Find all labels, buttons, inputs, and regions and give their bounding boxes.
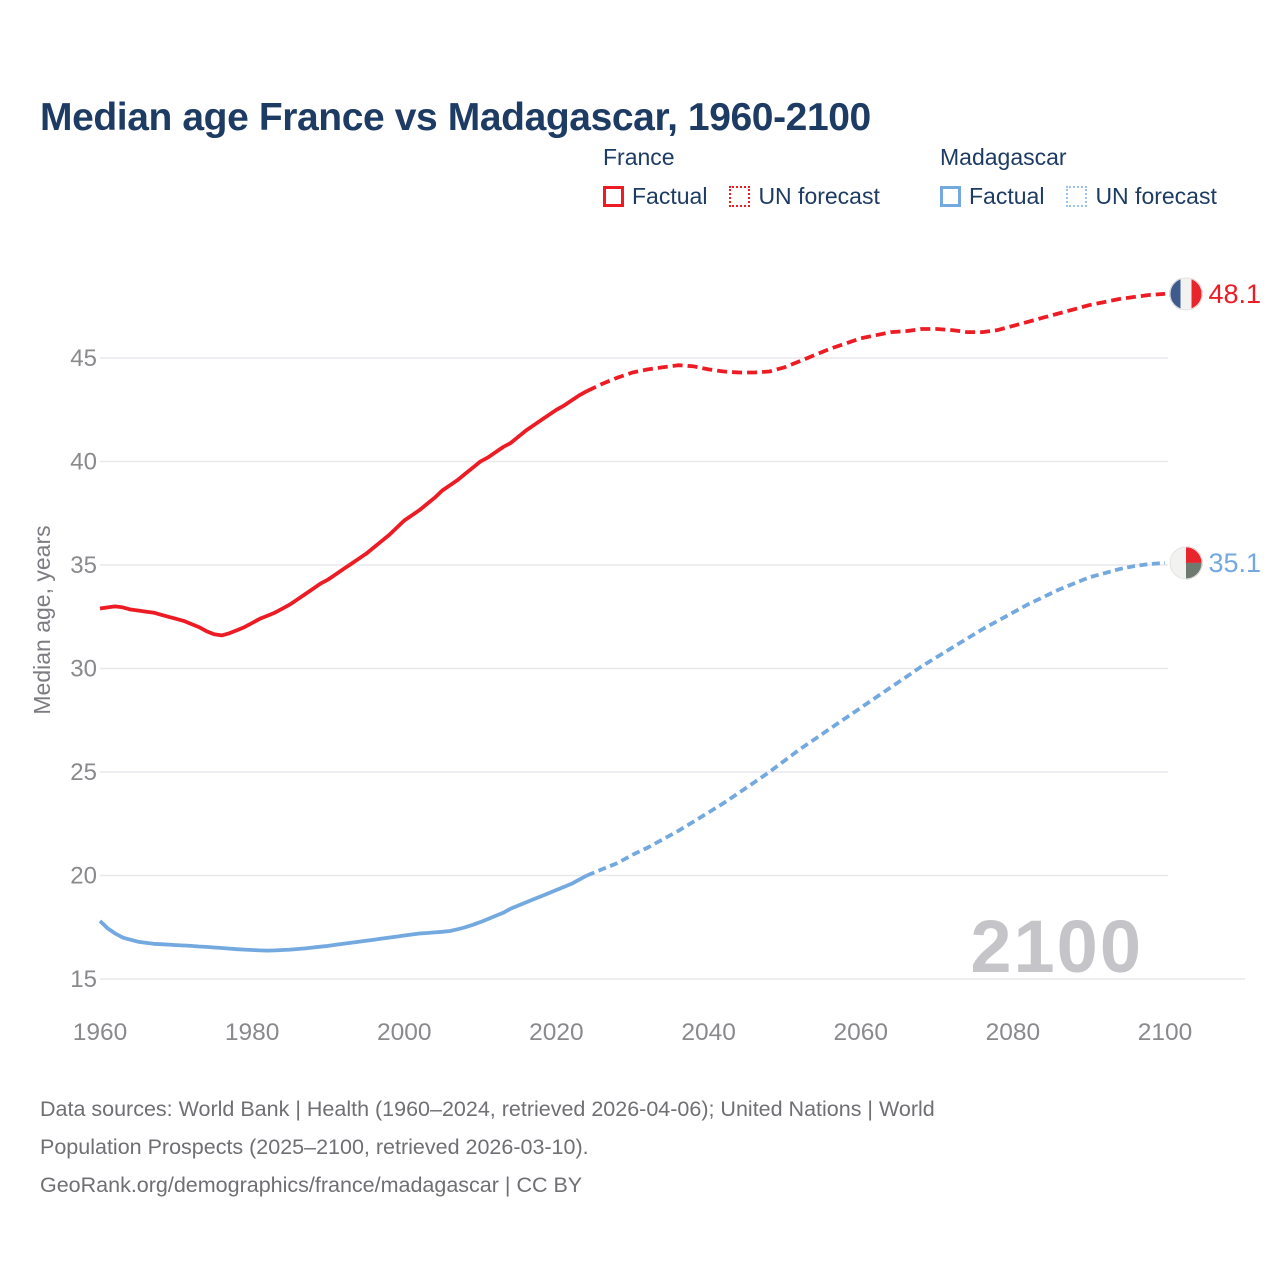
x-tick-label: 2020 [529,1019,584,1046]
year-watermark: 2100 [970,905,1143,988]
flag-outline [1169,277,1203,311]
legend-france-factual-label: Factual [632,183,708,209]
y-tick-label: 30 [70,656,97,683]
legend-madagascar-forecast-label: UN forecast [1095,183,1217,209]
x-tick-label: 2060 [833,1019,888,1046]
legend-group-france: France Factual UN forecast [603,144,880,210]
y-axis-title: Median age, years [29,525,55,714]
legend-france-forecast: UN forecast [729,183,880,210]
france-end-value-label: 48.1 [1209,279,1262,309]
legend-france-forecast-label: UN forecast [758,183,880,209]
legend-madagascar-factual-label: Factual [969,183,1045,209]
x-tick-label: 1960 [73,1019,128,1046]
x-tick-label: 2000 [377,1019,432,1046]
flag-band [1180,277,1192,311]
legend-madagascar-title: Madagascar [940,144,1067,170]
legend-madagascar-items: Factual UN forecast [940,183,1217,210]
madagascar-un-forecast-line [586,561,1166,878]
footer-data-sources-line2: Population Prospects (2025–2100, retriev… [40,1135,589,1159]
y-tick-label: 35 [70,552,97,579]
madagascar-end-value-label: 35.1 [1209,548,1262,578]
flag-band [1169,277,1181,311]
y-tick-label: 45 [70,345,97,372]
y-tick-label: 15 [70,966,97,993]
y-tick-label: 40 [70,449,97,476]
x-tick-label: 2040 [681,1019,736,1046]
france-factual-swatch-icon [603,186,624,207]
madagascar-factual-swatch-icon [940,186,961,207]
madagascar-flag-icon [1169,546,1203,580]
flag-band [1191,277,1203,311]
x-tick-label: 1980 [225,1019,280,1046]
madagascar-factual-line [98,873,588,953]
legend-madagascar-factual: Factual [940,183,1044,210]
france-flag-icon [1169,277,1203,311]
flag-outline [1169,546,1203,580]
legend-madagascar-forecast: UN forecast [1066,183,1217,210]
france-factual-line [99,389,588,638]
page-title: Median age France vs Madagascar, 1960-21… [40,96,871,140]
legend-france-factual: Factual [603,183,707,210]
y-tick-label: 25 [70,759,97,786]
flag-band [1169,546,1186,580]
legend-france-items: Factual UN forecast [603,183,880,210]
footer-data-sources-line1: Data sources: World Bank | Health (1960–… [40,1097,935,1121]
footer: Data sources: World Bank | Health (1960–… [40,1090,935,1204]
france-un-forecast-line [586,291,1166,393]
legend-group-madagascar: Madagascar Factual UN forecast [940,144,1217,210]
footer-attribution: GeoRank.org/demographics/france/madagasc… [40,1173,583,1197]
y-tick-label: 20 [70,863,97,890]
x-tick-label: 2100 [1138,1019,1193,1046]
madagascar-forecast-swatch-icon [1066,186,1088,207]
x-tick-label: 2080 [986,1019,1041,1046]
legend-france-title: France [603,144,675,170]
france-forecast-swatch-icon [729,186,751,207]
